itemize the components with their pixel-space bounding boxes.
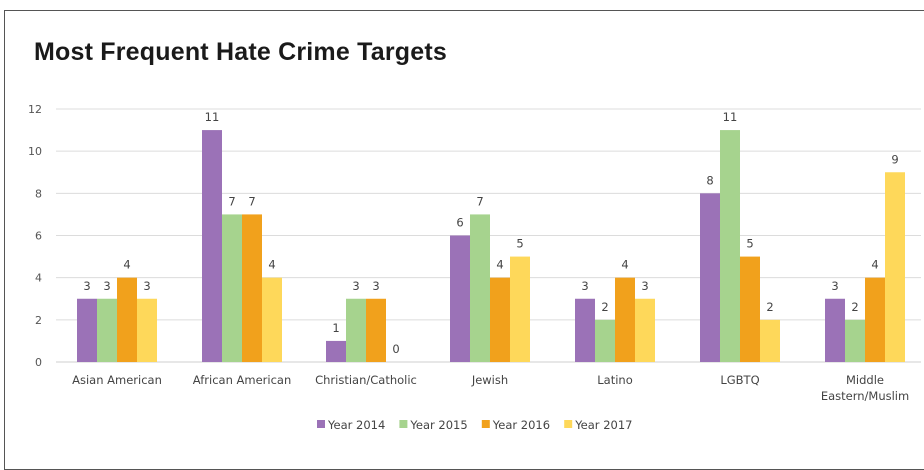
bar bbox=[326, 340, 346, 362]
bar bbox=[97, 298, 117, 362]
data-label: 4 bbox=[268, 258, 275, 272]
bar bbox=[242, 214, 262, 362]
bar bbox=[450, 235, 470, 362]
x-tick-label: Middle Eastern/Muslim bbox=[821, 373, 909, 403]
data-label: 5 bbox=[746, 237, 753, 251]
y-tick-label: 0 bbox=[35, 356, 42, 369]
legend-label: Year 2015 bbox=[409, 418, 467, 432]
y-tick-label: 8 bbox=[35, 187, 42, 200]
y-axis: 0 2 4 6 8 10 12 bbox=[28, 103, 42, 369]
data-label: 3 bbox=[103, 279, 110, 293]
bar bbox=[575, 298, 595, 362]
bar bbox=[202, 130, 222, 362]
data-label: 3 bbox=[581, 279, 588, 293]
x-tick-label: Jewish bbox=[471, 373, 508, 387]
y-tick-label: 10 bbox=[28, 145, 42, 158]
data-label: 11 bbox=[205, 110, 220, 124]
data-label: 3 bbox=[352, 279, 359, 293]
data-label: 11 bbox=[723, 110, 738, 124]
data-label: 8 bbox=[706, 173, 713, 187]
data-label: 6 bbox=[456, 216, 463, 230]
data-label: 7 bbox=[248, 194, 255, 208]
y-tick-label: 2 bbox=[35, 314, 42, 327]
data-label: 3 bbox=[143, 279, 150, 293]
bar bbox=[740, 256, 760, 362]
bar bbox=[137, 298, 157, 362]
x-tick-label: Christian/Catholic bbox=[315, 373, 417, 387]
bar bbox=[760, 319, 780, 362]
data-label: 4 bbox=[496, 258, 503, 272]
bar bbox=[117, 277, 137, 362]
y-tick-label: 4 bbox=[35, 272, 42, 285]
x-tick-label: African American bbox=[193, 373, 291, 387]
bar bbox=[262, 277, 282, 362]
legend-swatch bbox=[564, 420, 573, 428]
bar bbox=[366, 298, 386, 362]
data-label: 4 bbox=[123, 258, 130, 272]
data-label: 7 bbox=[476, 194, 483, 208]
legend-swatch bbox=[399, 420, 408, 428]
bar bbox=[510, 256, 530, 362]
data-label: 4 bbox=[871, 258, 878, 272]
y-tick-label: 6 bbox=[35, 230, 42, 243]
bars bbox=[77, 130, 905, 362]
chart-title: Most Frequent Hate Crime Targets bbox=[34, 38, 447, 66]
bar bbox=[885, 172, 905, 362]
data-label: 3 bbox=[641, 279, 648, 293]
data-label: 3 bbox=[83, 279, 90, 293]
data-label: 0 bbox=[392, 342, 399, 356]
data-label: 4 bbox=[621, 258, 628, 272]
legend-swatch bbox=[317, 420, 325, 428]
bar bbox=[635, 298, 655, 362]
bar bbox=[222, 214, 242, 362]
y-tick-label: 12 bbox=[28, 103, 42, 116]
data-label: 3 bbox=[831, 279, 838, 293]
bar bbox=[470, 214, 490, 362]
legend-label: Year 2016 bbox=[492, 418, 550, 432]
bar bbox=[595, 319, 615, 362]
data-label: 9 bbox=[891, 152, 898, 166]
data-label: 2 bbox=[601, 300, 608, 314]
x-tick-label: Asian American bbox=[72, 373, 162, 387]
x-tick-label: LGBTQ bbox=[720, 373, 759, 387]
x-axis: Asian American African American Christian/… bbox=[72, 373, 909, 403]
data-label: 1 bbox=[332, 321, 339, 335]
legend-label: Year 2017 bbox=[574, 418, 632, 432]
bar bbox=[490, 277, 510, 362]
data-label: 3 bbox=[372, 279, 379, 293]
data-label: 7 bbox=[228, 194, 235, 208]
data-label: 5 bbox=[516, 237, 523, 251]
bar bbox=[77, 298, 97, 362]
data-label: 2 bbox=[851, 300, 858, 314]
x-tick-label: Latino bbox=[597, 373, 632, 387]
bar bbox=[845, 319, 865, 362]
bar bbox=[720, 130, 740, 362]
legend: Year 2014 Year 2015 Year 2016 Year 2017 bbox=[317, 418, 632, 432]
legend-swatch bbox=[481, 420, 490, 428]
data-label: 2 bbox=[766, 300, 773, 314]
bar bbox=[615, 277, 635, 362]
bar bbox=[865, 277, 885, 362]
bar bbox=[825, 298, 845, 362]
bar bbox=[346, 298, 366, 362]
bar bbox=[700, 193, 720, 362]
legend-label: Year 2014 bbox=[327, 418, 385, 432]
